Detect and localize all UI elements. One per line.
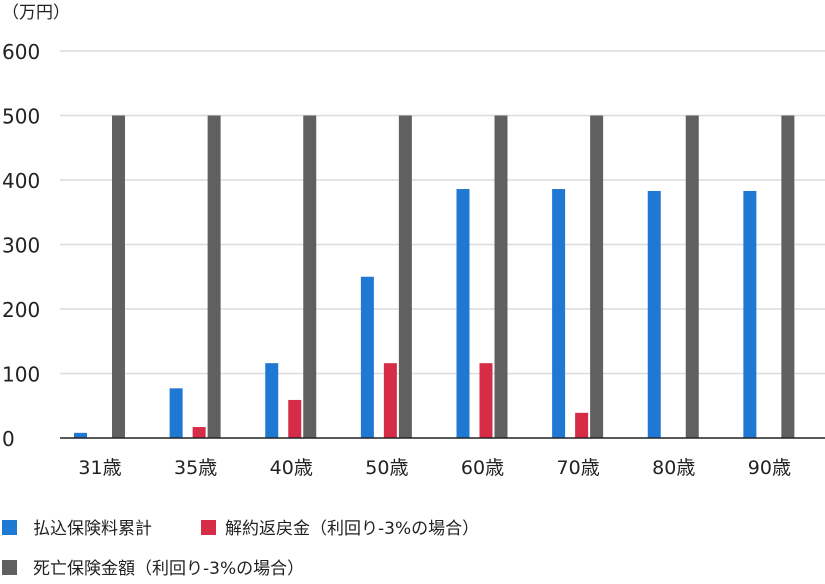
bar-paid-premiums <box>647 190 661 438</box>
bar-paid-premiums <box>456 189 470 438</box>
bar-death-benefit <box>781 115 795 438</box>
legend-item-surrender-value: 解約返戻金（利回り-3%の場合） <box>201 519 479 539</box>
bar-surrender-value <box>479 363 493 438</box>
legend-swatch <box>201 520 216 535</box>
x-tick-label: 60歳 <box>461 457 504 479</box>
bar-death-benefit <box>207 115 221 438</box>
bar-paid-premiums <box>743 190 757 438</box>
x-tick-label: 35歳 <box>174 457 217 479</box>
bar-surrender-value <box>575 412 589 438</box>
legend-swatch <box>2 520 17 535</box>
x-tick-label: 40歳 <box>270 457 313 479</box>
legend-label: 払込保険料累計 <box>33 519 152 539</box>
y-axis-unit-label: （万円） <box>2 3 70 23</box>
legend-label: 死亡保険金額（利回り-3%の場合） <box>33 559 304 579</box>
y-tick-label: 600 <box>2 40 40 64</box>
x-tick-label: 31歳 <box>78 457 121 479</box>
y-tick-label: 100 <box>2 363 40 387</box>
bar-surrender-value <box>383 363 397 438</box>
bar-death-benefit <box>398 115 412 438</box>
bar-death-benefit <box>303 115 317 438</box>
bars <box>74 115 795 438</box>
bar-paid-premiums <box>360 276 374 438</box>
bar-death-benefit <box>590 115 604 438</box>
bar-death-benefit <box>685 115 699 438</box>
y-tick-label: 300 <box>2 234 40 258</box>
x-axis-ticks: 31歳 35歳 40歳 50歳 60歳 70歳 80歳 90歳 <box>78 457 791 479</box>
legend-item-death-benefit: 死亡保険金額（利回り-3%の場合） <box>2 559 304 579</box>
legend-swatch <box>2 560 17 575</box>
bar-death-benefit <box>112 115 125 438</box>
x-tick-label: 80歳 <box>652 457 695 479</box>
legend-item-paid-premiums: 払込保険料累計 <box>2 519 152 539</box>
y-tick-label: 400 <box>2 169 40 193</box>
y-tick-label: 0 <box>2 427 15 451</box>
y-axis-ticks: 0 100 200 300 400 500 600 <box>2 40 40 451</box>
legend-label: 解約返戻金（利回り-3%の場合） <box>225 519 479 539</box>
bar-paid-premiums <box>552 189 566 438</box>
x-tick-label: 50歳 <box>365 457 408 479</box>
legend: 払込保険料累計 解約返戻金（利回り-3%の場合） 死亡保険金額（利回り-3%の場… <box>2 519 479 579</box>
bar-paid-premiums <box>74 432 87 438</box>
y-tick-label: 200 <box>2 298 40 322</box>
y-tick-label: 500 <box>2 105 40 129</box>
bar-paid-premiums <box>169 388 183 438</box>
bar-surrender-value <box>288 399 302 438</box>
x-tick-label: 70歳 <box>557 457 600 479</box>
bar-surrender-value <box>192 427 206 438</box>
bar-death-benefit <box>494 115 508 438</box>
gridlines <box>60 50 825 375</box>
bar-paid-premiums <box>265 363 279 438</box>
x-tick-label: 90歳 <box>748 457 791 479</box>
